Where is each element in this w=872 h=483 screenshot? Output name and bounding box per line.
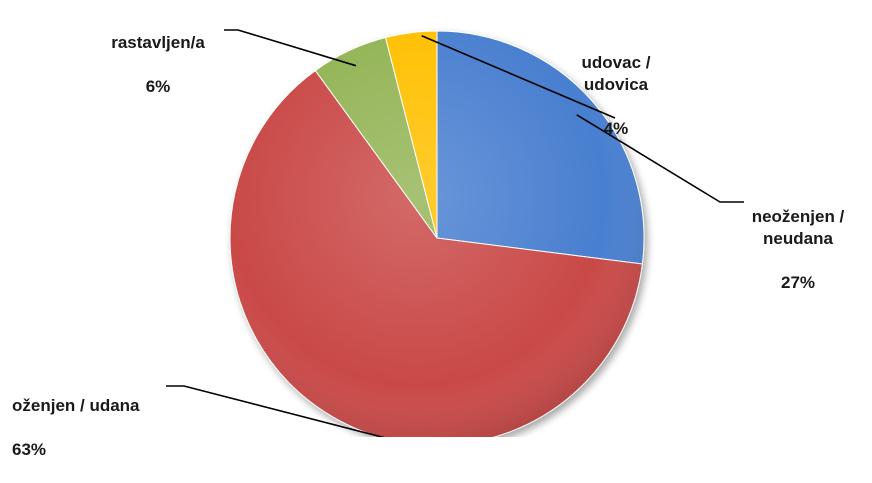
leader-neozenjen xyxy=(576,114,744,203)
label-ozenjen: oženjen / udana 63% xyxy=(12,373,202,483)
label-rastavljen: rastavljen/a 6% xyxy=(92,10,224,120)
leader-udovac xyxy=(421,34,616,119)
label-udovac: udovac / udovica 4% xyxy=(553,30,679,162)
leader-ozenjen xyxy=(166,385,385,437)
label-udovac-pct: 4% xyxy=(603,119,629,138)
label-neozenjen-pct: 27% xyxy=(780,273,816,292)
leader-rastavljen xyxy=(224,29,357,67)
label-udovac-name: udovac / udovica xyxy=(581,53,651,94)
label-neozenjen-name: neoženjen / neudana xyxy=(751,207,845,248)
label-ozenjen-pct: 63% xyxy=(12,440,47,459)
label-neozenjen: neoženjen / neudana 27% xyxy=(728,184,868,316)
label-rastavljen-pct: 6% xyxy=(145,77,171,96)
label-rastavljen-name: rastavljen/a xyxy=(111,33,205,52)
label-ozenjen-name: oženjen / udana xyxy=(12,396,140,415)
